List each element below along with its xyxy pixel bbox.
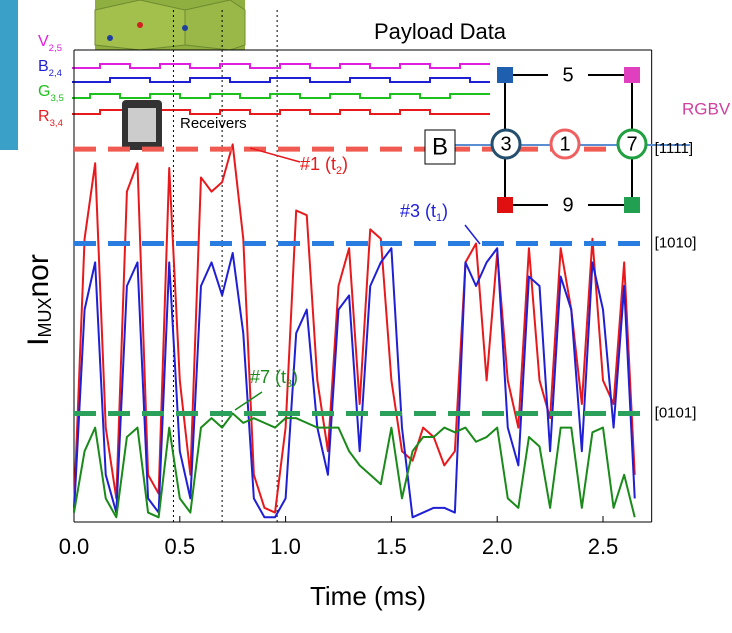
annotation-part: ) [442, 201, 448, 221]
annotation-part: 3 [286, 378, 292, 390]
node [497, 197, 513, 213]
trace-label-part: 3,4 [50, 118, 64, 129]
node [624, 197, 640, 213]
trace-label-part: 3,5 [50, 93, 63, 104]
trace-label: V2,5 [38, 33, 62, 53]
reference-label: [1010] [655, 234, 697, 251]
inset-label: 5 [562, 64, 573, 86]
phone-screen [128, 108, 156, 142]
node [624, 67, 640, 83]
series-line [73, 143, 636, 514]
x-tick-label: 2.5 [588, 534, 619, 559]
node-circle [549, 128, 581, 160]
label-bg [548, 65, 588, 85]
plot-area [73, 10, 653, 523]
reference-label: [0101] [655, 404, 697, 421]
x-tick-label: 0.0 [59, 534, 90, 559]
x-tick-label: 1.0 [270, 534, 301, 559]
x-tick-label: 0.5 [165, 534, 196, 559]
crystal-image [94, 0, 246, 51]
inset-label: 1 [559, 133, 570, 155]
annotation: #1 (t2) [300, 154, 348, 177]
trace-label-part: 2,5 [49, 43, 62, 54]
trace-label-part: V [38, 33, 49, 50]
x-tick-label: 2.0 [482, 534, 513, 559]
step-traces [72, 63, 490, 115]
receivers-label: Receivers [180, 115, 247, 132]
annotation-arrow [464, 224, 481, 245]
inset-label: 3 [500, 133, 511, 155]
trace-label-part: 2,4 [49, 68, 63, 79]
y-axis-label-part: MUX [35, 298, 55, 338]
series-line [73, 412, 636, 519]
y-axis-label-part: nor [22, 254, 55, 297]
label-bg [548, 195, 588, 215]
annotation: #7 (t3) [250, 367, 298, 390]
chart-title: Payload Data [374, 19, 507, 44]
annotation-part: #3 (t [400, 201, 436, 221]
x-tick-label: 1.5 [376, 534, 407, 559]
node [497, 67, 513, 83]
y-axis-label: IMUXnor [22, 254, 55, 346]
box [424, 129, 456, 165]
inset-label: 7 [626, 133, 637, 155]
trace-label-part: R [38, 108, 50, 125]
inset-label: 9 [562, 194, 573, 216]
annotation-part: ) [292, 367, 298, 387]
annotation-part: #1 (t [300, 154, 336, 174]
node-circle [616, 128, 648, 160]
annotation-part: 2 [336, 165, 342, 177]
trace-label: G3,5 [38, 83, 64, 103]
annotation-part: #7 (t [250, 367, 286, 387]
y-axis-label-part: I [22, 338, 55, 346]
box-label: B [432, 133, 448, 160]
trace-label: R3,4 [38, 108, 64, 128]
trace-label-part: B [38, 58, 49, 75]
side-image [0, 0, 18, 150]
inset-legend: RGBV [682, 99, 731, 118]
annotation-arrow [234, 391, 263, 411]
annotation: #3 (t1) [400, 201, 448, 224]
trace-label: B2,4 [38, 58, 63, 78]
annotation-part: ) [342, 154, 348, 174]
annotation-part: 1 [436, 212, 442, 224]
reference-label: [1111] [655, 140, 693, 157]
node-circle [490, 128, 522, 160]
x-axis-label: Time (ms) [310, 581, 426, 611]
annotation-arrow [249, 147, 301, 163]
series-line [73, 247, 636, 519]
trace-label-part: G [38, 83, 50, 100]
